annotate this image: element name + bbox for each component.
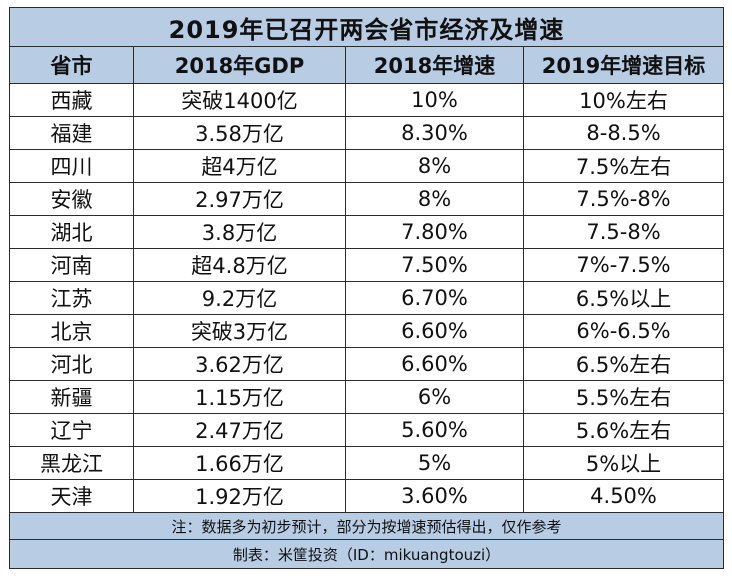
cell-gdp-2018: 2.97万亿 [133,182,346,216]
gdp-table: 2019年已召开两会省市经济及增速 省市 2018年GDP 2018年增速 20… [8,7,725,569]
table-title: 2019年已召开两会省市经济及增速 [8,7,725,47]
cell-province: 黑龙江 [9,446,134,480]
cell-gdp-2018: 3.62万亿 [133,347,346,381]
cell-gdp-2018: 突破1400亿 [133,83,346,117]
cell-target-2019: 6%-6.5% [522,314,725,348]
cell-target-2019: 7.5%-8% [522,182,725,216]
cell-target-2019: 8-8.5% [522,116,725,150]
cell-province: 天津 [9,479,134,513]
table-title-row: 2019年已召开两会省市经济及增速 [8,7,725,47]
cell-province: 河北 [9,347,134,381]
cell-growth-2018: 5% [345,446,524,480]
table-note-row: 注：数据多为初步预计，部分为按增速预估得出，仅作参考 [8,512,725,540]
cell-target-2019: 5.5%左右 [522,380,725,414]
table-row: 天津 1.92万亿 3.60% 4.50% [9,479,725,513]
cell-growth-2018: 6.70% [345,281,524,315]
cell-gdp-2018: 1.66万亿 [133,446,346,480]
cell-target-2019: 7.5-8% [522,215,725,249]
cell-gdp-2018: 9.2万亿 [133,281,346,315]
cell-province: 河南 [9,248,134,282]
table-row: 西藏 突破1400亿 10% 10%左右 [9,83,725,117]
cell-growth-2018: 6.60% [345,347,524,381]
cell-gdp-2018: 1.15万亿 [133,380,346,414]
cell-growth-2018: 6.60% [345,314,524,348]
cell-growth-2018: 6% [345,380,524,414]
cell-growth-2018: 10% [345,83,524,117]
cell-target-2019: 10%左右 [522,83,725,117]
table-row: 黑龙江 1.66万亿 5% 5%以上 [9,446,725,480]
table-row: 辽宁 2.47万亿 5.60% 5.6%左右 [9,413,725,447]
cell-gdp-2018: 3.58万亿 [133,116,346,150]
table-note: 注：数据多为初步预计，部分为按增速预估得出，仅作参考 [8,512,725,540]
cell-target-2019: 7.5%左右 [522,149,725,183]
cell-growth-2018: 7.50% [345,248,524,282]
header-gdp-2018: 2018年GDP [133,46,346,84]
table-row: 福建 3.58万亿 8.30% 8-8.5% [9,116,725,150]
cell-target-2019: 7%-7.5% [522,248,725,282]
cell-target-2019: 5%以上 [522,446,725,480]
table-row: 江苏 9.2万亿 6.70% 6.5%以上 [9,281,725,315]
table-credit: 制表：米筐投资（ID：mikuangtouzi） [8,539,725,569]
cell-province: 辽宁 [9,413,134,447]
cell-gdp-2018: 超4.8万亿 [133,248,346,282]
cell-province: 安徽 [9,182,134,216]
cell-gdp-2018: 超4万亿 [133,149,346,183]
table-row: 新疆 1.15万亿 6% 5.5%左右 [9,380,725,414]
table-row: 湖北 3.8万亿 7.80% 7.5-8% [9,215,725,249]
cell-growth-2018: 8.30% [345,116,524,150]
table-row: 河北 3.62万亿 6.60% 6.5%左右 [9,347,725,381]
header-growth-2018: 2018年增速 [345,46,524,84]
table-credit-row: 制表：米筐投资（ID：mikuangtouzi） [8,539,725,569]
cell-growth-2018: 5.60% [345,413,524,447]
cell-growth-2018: 8% [345,149,524,183]
table-row: 河南 超4.8万亿 7.50% 7%-7.5% [9,248,725,282]
cell-gdp-2018: 突破3万亿 [133,314,346,348]
gdp-table-container: 2019年已召开两会省市经济及增速 省市 2018年GDP 2018年增速 20… [8,7,725,569]
header-province: 省市 [9,46,134,84]
cell-gdp-2018: 3.8万亿 [133,215,346,249]
cell-gdp-2018: 2.47万亿 [133,413,346,447]
table-header-row: 省市 2018年GDP 2018年增速 2019年增速目标 [9,46,725,84]
cell-target-2019: 5.6%左右 [522,413,725,447]
header-target-2019: 2019年增速目标 [522,46,725,84]
cell-target-2019: 6.5%左右 [522,347,725,381]
cell-target-2019: 6.5%以上 [522,281,725,315]
cell-province: 北京 [9,314,134,348]
cell-province: 四川 [9,149,134,183]
cell-province: 福建 [9,116,134,150]
cell-province: 江苏 [9,281,134,315]
cell-growth-2018: 7.80% [345,215,524,249]
table-row: 北京 突破3万亿 6.60% 6%-6.5% [9,314,725,348]
table-row: 四川 超4万亿 8% 7.5%左右 [9,149,725,183]
cell-growth-2018: 8% [345,182,524,216]
cell-target-2019: 4.50% [522,479,725,513]
cell-province: 湖北 [9,215,134,249]
cell-growth-2018: 3.60% [345,479,524,513]
cell-province: 西藏 [9,83,134,117]
cell-gdp-2018: 1.92万亿 [133,479,346,513]
table-row: 安徽 2.97万亿 8% 7.5%-8% [9,182,725,216]
cell-province: 新疆 [9,380,134,414]
